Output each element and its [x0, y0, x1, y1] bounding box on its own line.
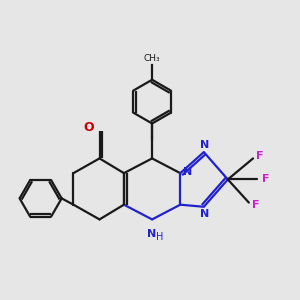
Text: N: N [200, 209, 209, 219]
Text: O: O [84, 121, 94, 134]
Text: N: N [183, 167, 192, 177]
Text: H: H [156, 232, 164, 242]
Text: F: F [252, 200, 260, 210]
Text: N: N [148, 229, 157, 239]
Text: N: N [200, 140, 209, 150]
Text: CH₃: CH₃ [144, 54, 160, 63]
Text: F: F [256, 151, 264, 161]
Text: F: F [262, 174, 270, 184]
